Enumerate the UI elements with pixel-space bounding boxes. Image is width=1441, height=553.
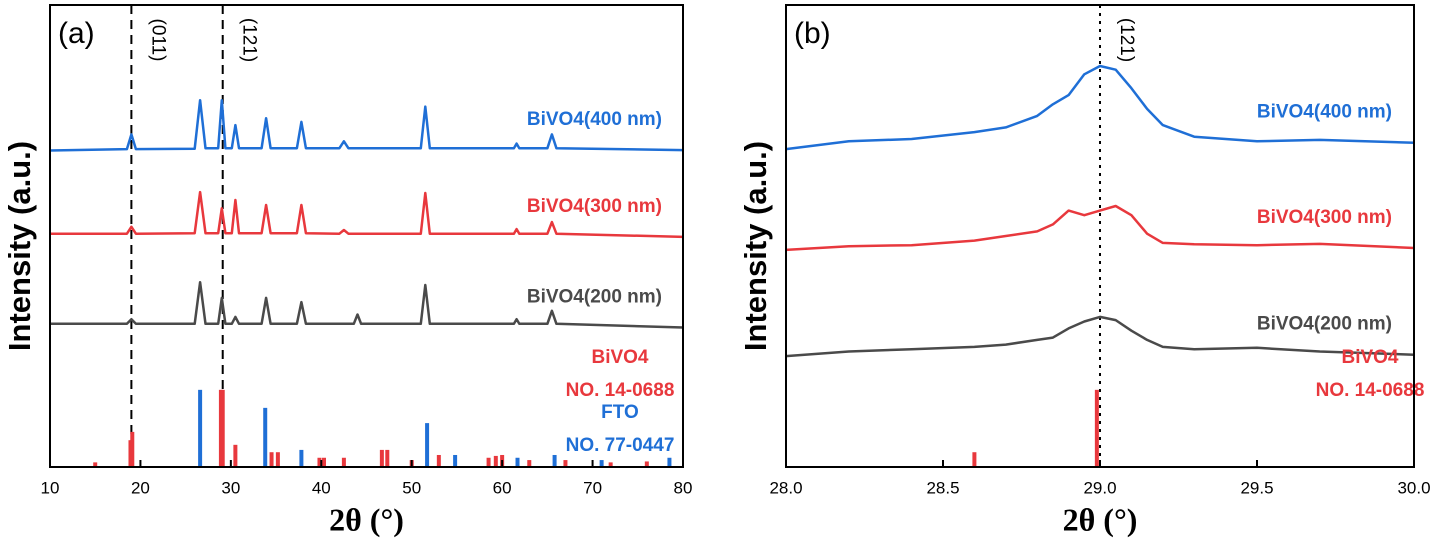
- reference-stick: [527, 460, 532, 467]
- x-tick-label: 28.5: [926, 478, 959, 497]
- y-axis-title: Intensity (a.u.): [738, 141, 773, 351]
- series-label: BiVO4(200 nm): [1257, 314, 1392, 335]
- reference-stick: [972, 452, 977, 467]
- x-tick-label: 30.0: [1397, 478, 1430, 497]
- reference-stick: [453, 454, 458, 467]
- reference-stick: [425, 423, 430, 467]
- x-tick-label: 80: [674, 478, 693, 497]
- x-tick-label: 40: [312, 478, 331, 497]
- reference-name: FTO: [601, 402, 639, 423]
- reference-stick: [269, 452, 274, 467]
- reference-stick: [275, 452, 280, 467]
- x-tick-label: 50: [402, 478, 421, 497]
- series-label: BiVO4(200 nm): [527, 286, 662, 307]
- xrd-curve: [49, 98, 684, 152]
- reference-name: BiVO4: [1341, 347, 1398, 368]
- xrd-curve: [785, 64, 1415, 151]
- reference-stick: [263, 407, 268, 467]
- annotation-label: (011): [147, 19, 168, 62]
- reference-stick: [599, 460, 604, 467]
- reference-stick: [299, 449, 304, 467]
- x-tick-label: 30: [221, 478, 240, 497]
- annotation-label: (121): [1116, 18, 1137, 62]
- reference-stick: [385, 449, 390, 467]
- xrd-curve: [785, 315, 1415, 358]
- x-tick-label: 29.0: [1083, 478, 1116, 497]
- reference-stick: [379, 449, 384, 467]
- series-label: BiVO4(400 nm): [1257, 102, 1392, 123]
- reference-code: NO. 14-0688: [1316, 380, 1425, 401]
- reference-stick: [130, 431, 135, 467]
- reference-stick: [436, 454, 441, 467]
- reference-stick: [552, 454, 557, 467]
- x-tick-label: 28.0: [769, 478, 802, 497]
- series-label: BiVO4(300 nm): [527, 196, 662, 217]
- reference-stick: [515, 457, 520, 467]
- panel-label: (a): [58, 17, 95, 50]
- y-axis-title: Intensity (a.u.): [2, 141, 37, 351]
- x-tick-label: 20: [131, 478, 150, 497]
- reference-stick: [93, 462, 98, 467]
- reference-stick: [1094, 389, 1099, 467]
- annotation-label: (121): [239, 18, 260, 62]
- reference-stick: [486, 457, 491, 467]
- reference-stick: [317, 457, 322, 467]
- reference-stick: [341, 457, 346, 467]
- reference-stick: [608, 462, 613, 467]
- reference-code: NO. 77-0447: [566, 435, 675, 456]
- x-axis-title: 2θ (°): [1063, 501, 1138, 537]
- xrd-curve: [50, 190, 684, 239]
- x-tick-label: 70: [583, 478, 602, 497]
- reference-stick: [644, 461, 649, 467]
- reference-stick: [321, 457, 326, 467]
- reference-stick: [198, 389, 203, 467]
- series-label: BiVO4(300 nm): [1257, 207, 1392, 228]
- reference-stick: [667, 457, 672, 467]
- reference-stick: [233, 444, 238, 467]
- reference-stick: [493, 455, 498, 467]
- x-tick-label: 10: [41, 478, 60, 497]
- xrd-curve: [785, 204, 1415, 252]
- reference-stick: [220, 389, 225, 467]
- plot-frame: [49, 4, 684, 468]
- reference-code: NO. 14-0688: [566, 380, 675, 401]
- reference-stick: [563, 460, 568, 467]
- reference-name: BiVO4: [591, 347, 648, 368]
- series-label: BiVO4(400 nm): [527, 109, 662, 130]
- panel-label: (b): [794, 17, 831, 50]
- x-axis-title: 2θ (°): [329, 501, 404, 537]
- xrd-curve: [50, 280, 684, 329]
- x-tick-label: 29.5: [1240, 478, 1273, 497]
- x-tick-label: 60: [493, 478, 512, 497]
